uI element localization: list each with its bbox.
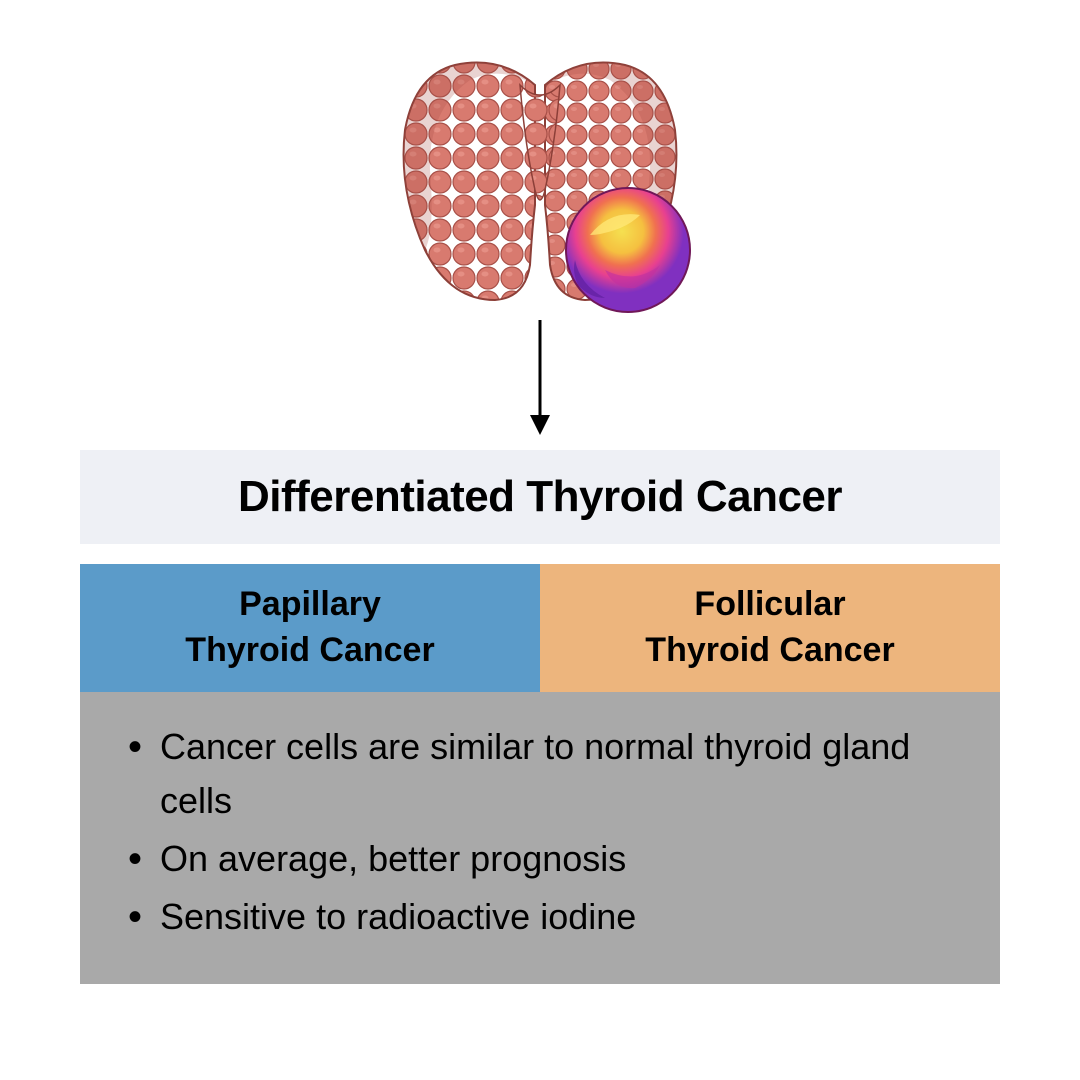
type-label-line1: Follicular: [694, 585, 845, 623]
thyroid-illustration: [380, 50, 700, 320]
characteristics-list: Cancer cells are similar to normal thyro…: [120, 720, 960, 944]
type-label-line2: Thyroid Cancer: [645, 631, 894, 669]
header-title: Differentiated Thyroid Cancer: [110, 472, 970, 522]
content-panel: Differentiated Thyroid Cancer Papillary …: [80, 450, 1000, 984]
cancer-types-row: Papillary Thyroid Cancer Follicular Thyr…: [80, 564, 1000, 692]
header-box: Differentiated Thyroid Cancer: [80, 450, 1000, 544]
type-papillary: Papillary Thyroid Cancer: [80, 564, 540, 692]
list-item: Sensitive to radioactive iodine: [120, 890, 960, 944]
type-label-line2: Thyroid Cancer: [185, 631, 434, 669]
characteristics-box: Cancer cells are similar to normal thyro…: [80, 692, 1000, 984]
flow-arrow: [525, 320, 555, 445]
list-item: On average, better prognosis: [120, 832, 960, 886]
list-item: Cancer cells are similar to normal thyro…: [120, 720, 960, 828]
type-label-line1: Papillary: [239, 585, 381, 623]
type-follicular: Follicular Thyroid Cancer: [540, 564, 1000, 692]
